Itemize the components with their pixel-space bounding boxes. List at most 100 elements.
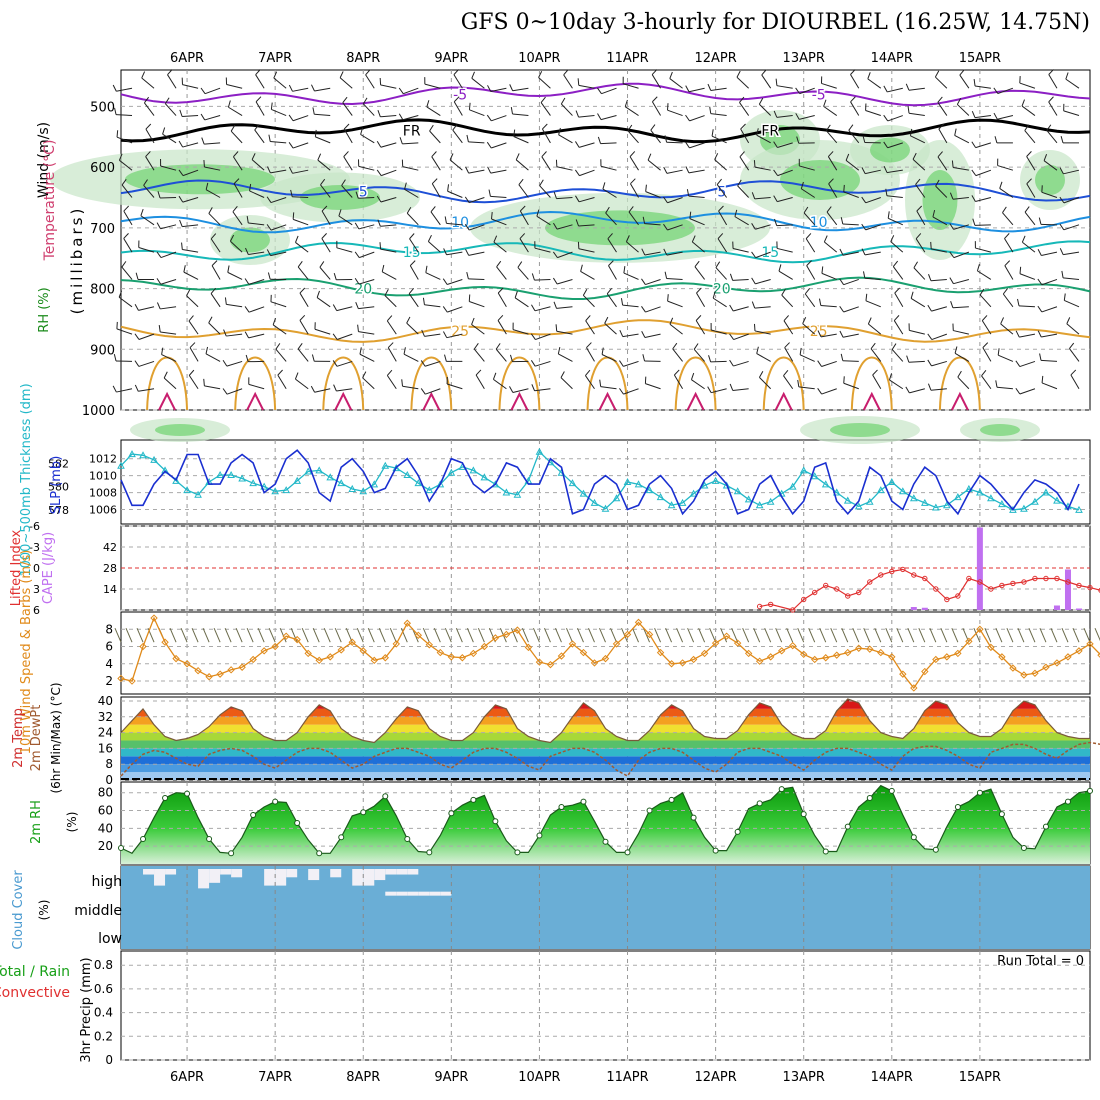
high-cloud-gap: [385, 869, 397, 875]
rh-shading-core: [300, 185, 380, 210]
wind10m-point: [976, 625, 984, 633]
wind-barb: [930, 278, 947, 282]
wind-barb-flag: [1024, 124, 1030, 131]
temp-tick-label: 40: [98, 694, 113, 708]
wind-barb: [512, 113, 529, 117]
wind-barb: [627, 130, 639, 144]
li-tick-label: 0: [33, 562, 40, 575]
wind-barb: [624, 106, 639, 116]
rh2m-point: [844, 823, 851, 830]
rh-shading-core: [230, 227, 270, 253]
wind-barb: [1024, 130, 1036, 144]
wind-barb: [447, 190, 463, 198]
rh-label: RH (%): [37, 287, 52, 332]
wind-barb: [739, 102, 750, 116]
wind-barb: [865, 300, 881, 308]
wind-barb-flag: [910, 291, 914, 299]
wind-barb: [600, 165, 617, 171]
wind-barb-flag: [708, 355, 712, 363]
wind10m-point: [998, 653, 1006, 661]
wind-barb-flag: [181, 242, 183, 250]
wind-barb: [540, 102, 551, 116]
wind10m-point: [612, 640, 621, 648]
wind-barb-flag: [552, 277, 558, 285]
wind-barb-flag: [294, 372, 299, 380]
wind-barb: [315, 136, 331, 144]
thickness-point: [183, 486, 191, 494]
temp-tick-label: 16: [98, 741, 113, 755]
wind-barb: [556, 197, 573, 200]
wind-barb: [777, 142, 793, 148]
thickness-point: [601, 504, 610, 512]
wind-barb: [865, 110, 881, 117]
rh2m-point: [734, 828, 741, 835]
surface-wind-barb: [643, 628, 651, 643]
wind-barb: [453, 74, 463, 89]
wind-barb: [828, 183, 838, 198]
wind-barb-flag: [295, 235, 299, 243]
wind-barb: [935, 76, 948, 89]
wind-barb-flag: [161, 347, 164, 355]
wind-barb-flag: [956, 98, 962, 105]
wind10m-point: [546, 660, 555, 669]
wind-barb-flag: [210, 287, 217, 294]
wind10m-point: [634, 618, 643, 627]
thickness-point: [700, 481, 709, 489]
wind-barb: [1066, 323, 1080, 335]
wind-barb: [1000, 323, 1014, 335]
wind10m-point: [403, 619, 412, 627]
surface-wind-barb: [907, 628, 915, 643]
wind-barb-flag: [420, 388, 426, 395]
surface-wind-barb: [654, 628, 662, 643]
wind-barb: [519, 238, 529, 253]
wind-barb: [714, 159, 727, 171]
wind-barb-flag: [179, 109, 183, 117]
wind-barb: [1065, 78, 1080, 89]
bl-contour-hot: [158, 391, 176, 411]
wind-barb-flag: [927, 383, 932, 391]
wind-barb: [696, 292, 706, 308]
wind-barb-flag: [928, 273, 932, 281]
wind-barb-flag: [883, 141, 889, 149]
wind10m-point: [877, 648, 885, 657]
wind-barb: [755, 251, 771, 259]
wind-barb: [845, 160, 860, 171]
wind-barb-flag: [343, 151, 349, 157]
wind-barb-flag: [288, 84, 293, 92]
wind-barb: [539, 185, 551, 198]
wind-barb-flag: [208, 316, 213, 324]
bl-contour-hot: [774, 391, 793, 411]
wind-barb: [910, 135, 926, 144]
wind-barb: [447, 306, 463, 313]
rh2m-label: 2m RH: [29, 800, 44, 844]
wind-barb: [893, 320, 904, 335]
wind-barb: [119, 159, 133, 171]
wind-barb: [733, 306, 749, 312]
surface-wind-barb: [984, 628, 992, 643]
wind-barb-flag: [1015, 360, 1021, 367]
wind10m-point: [601, 654, 610, 663]
rh2m-point: [536, 832, 543, 839]
thickness-point: [271, 487, 280, 495]
wind-barb-flag: [1065, 72, 1069, 80]
temp-band: [121, 740, 1090, 749]
wind-barb-flag: [669, 71, 673, 79]
wind-barb-flag: [360, 127, 364, 135]
wind-barb: [230, 240, 243, 253]
wind-barb-flag: [312, 107, 315, 115]
high-cloud-gap: [363, 869, 375, 886]
rh2m-point: [932, 846, 939, 853]
rh-shading-core: [870, 137, 910, 163]
dewpt2m-line: [120, 741, 1100, 777]
precip-conv-label: Convective: [0, 985, 70, 1001]
thickness-point: [447, 468, 456, 476]
wind-barb-flag: [514, 291, 518, 298]
wind-barb-flag: [993, 112, 998, 120]
wind-barb-flag: [409, 260, 416, 266]
wind-barb-flag: [995, 380, 998, 388]
thickness-point: [304, 467, 313, 475]
wind-barb: [226, 360, 243, 367]
wind-barb: [1041, 251, 1058, 256]
wind-barb: [167, 74, 177, 89]
